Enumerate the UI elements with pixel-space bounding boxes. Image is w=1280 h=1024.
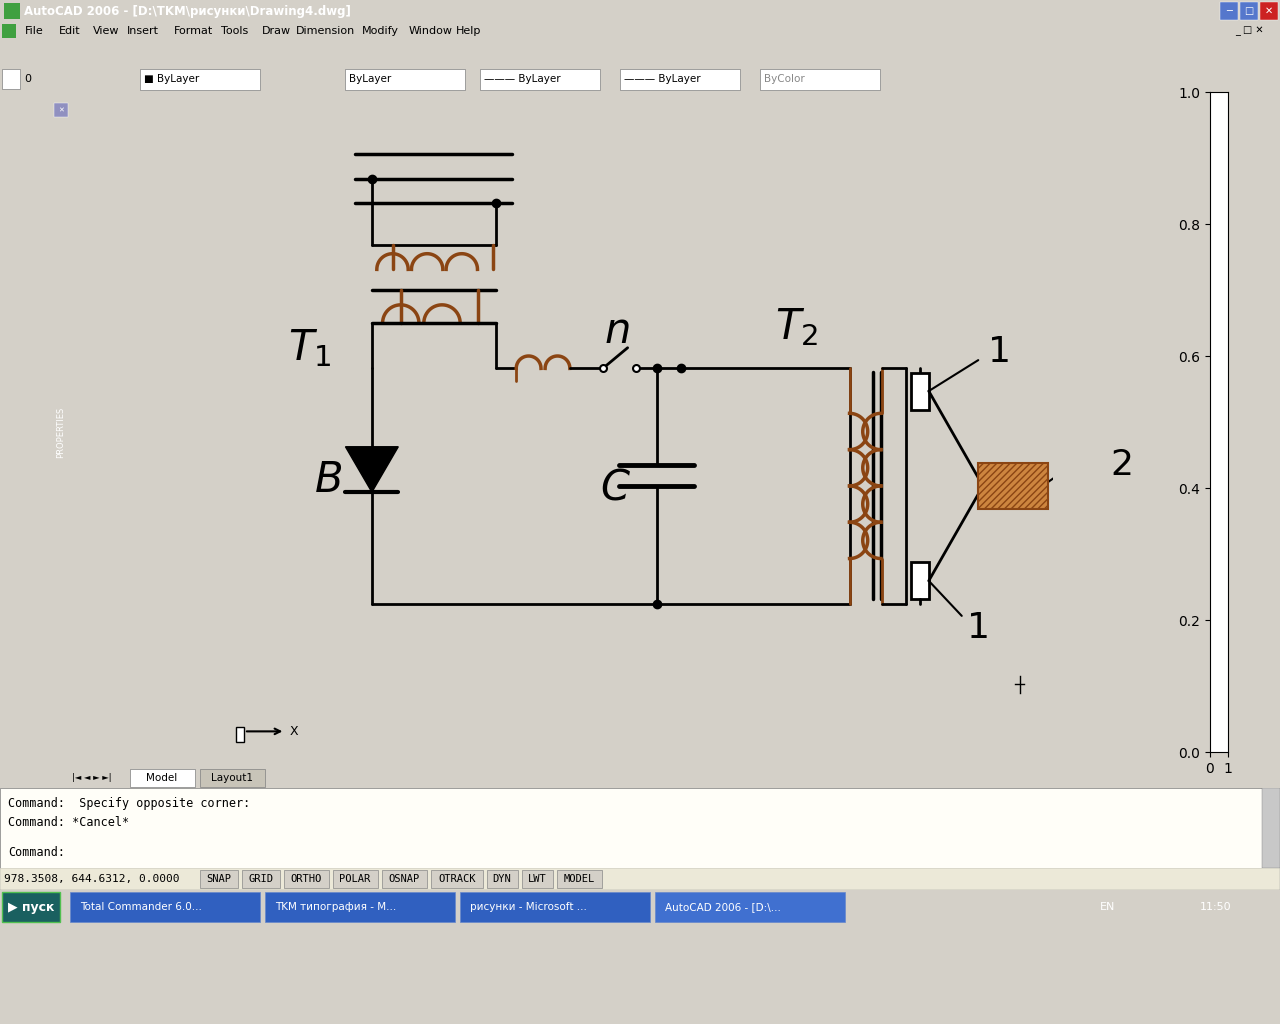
Text: ByLayer: ByLayer: [349, 74, 392, 84]
Text: Insert: Insert: [127, 26, 159, 36]
Text: ——— ByLayer: ——— ByLayer: [484, 74, 561, 84]
Text: Help: Help: [456, 26, 481, 36]
Text: SNAP: SNAP: [206, 874, 232, 884]
Bar: [200, 870, 238, 888]
Bar: [4, 3, 20, 19]
Text: ORTHO: ORTHO: [291, 874, 321, 884]
Text: Edit: Edit: [59, 26, 81, 36]
Bar: [3, 892, 60, 922]
Bar: [1220, 2, 1238, 20]
Bar: [1212, 103, 1226, 117]
Bar: [978, 463, 1048, 509]
Text: DYN: DYN: [493, 874, 512, 884]
Text: EN: EN: [1100, 902, 1115, 912]
Text: LWT: LWT: [527, 874, 547, 884]
Bar: [131, 769, 195, 787]
Text: OSNAP: OSNAP: [388, 874, 420, 884]
Text: ─: ─: [1226, 6, 1231, 16]
Text: MODEL: MODEL: [563, 874, 595, 884]
Text: POLAR: POLAR: [339, 874, 371, 884]
Text: Command:: Command:: [8, 847, 65, 859]
Text: $\mathit{2}$: $\mathit{2}$: [1110, 449, 1132, 482]
Bar: [70, 892, 260, 922]
Text: Command: *Cancel*: Command: *Cancel*: [8, 816, 129, 829]
Text: ✕: ✕: [1265, 6, 1274, 16]
Text: Dimension: Dimension: [296, 26, 355, 36]
Text: OTRACK: OTRACK: [438, 874, 476, 884]
Text: 11:50: 11:50: [1201, 902, 1231, 912]
Text: рисунки - Microsoft ...: рисунки - Microsoft ...: [470, 902, 586, 912]
Bar: [54, 103, 68, 117]
Text: _ □ ✕: _ □ ✕: [1235, 26, 1263, 36]
Text: $\mathit{1}$: $\mathit{1}$: [966, 611, 987, 645]
Bar: [620, 69, 740, 90]
Text: AutoCAD 2006 - [D:\...: AutoCAD 2006 - [D:\...: [666, 902, 781, 912]
Bar: [486, 870, 518, 888]
Text: □: □: [1244, 6, 1253, 16]
Text: Layout1: Layout1: [211, 773, 253, 783]
Bar: [910, 373, 929, 410]
Text: File: File: [26, 26, 44, 36]
Bar: [1262, 788, 1280, 868]
Text: Window: Window: [410, 26, 453, 36]
Text: ■ ByLayer: ■ ByLayer: [143, 74, 200, 84]
Bar: [333, 870, 378, 888]
Text: Tools: Tools: [221, 26, 248, 36]
Bar: [381, 870, 428, 888]
Bar: [284, 870, 329, 888]
Text: ▶ пуск: ▶ пуск: [8, 900, 54, 913]
Text: ✕: ✕: [58, 106, 64, 113]
Text: $\mathit{1}$: $\mathit{1}$: [987, 335, 1009, 369]
Text: DESIGNCENTER: DESIGNCENTER: [1215, 399, 1224, 465]
Text: Format: Format: [174, 26, 214, 36]
Bar: [460, 892, 650, 922]
Bar: [140, 69, 260, 90]
Polygon shape: [346, 446, 398, 493]
Bar: [200, 769, 265, 787]
Text: PROPERTIES: PROPERTIES: [56, 407, 65, 458]
Text: TKM типография - M...: TKM типография - M...: [275, 902, 397, 912]
Text: ✕: ✕: [1216, 106, 1222, 113]
Text: AutoCAD 2006 - [D:\TKM\рисунки\Drawing4.dwg]: AutoCAD 2006 - [D:\TKM\рисунки\Drawing4.…: [24, 4, 351, 17]
Text: ByColor: ByColor: [764, 74, 805, 84]
Text: X: X: [289, 725, 298, 738]
Bar: [522, 870, 553, 888]
Bar: [1260, 2, 1277, 20]
Text: $\mathit{T}_1$: $\mathit{T}_1$: [288, 327, 332, 369]
Bar: [557, 870, 602, 888]
Text: $\mathit{B}$: $\mathit{B}$: [314, 459, 342, 501]
Text: 978.3508, 644.6312, 0.0000: 978.3508, 644.6312, 0.0000: [4, 874, 179, 884]
Bar: [242, 870, 280, 888]
Text: Command:  Specify opposite corner:: Command: Specify opposite corner:: [8, 797, 251, 810]
Text: $\mathit{C}$: $\mathit{C}$: [600, 467, 631, 509]
Bar: [431, 870, 483, 888]
Bar: [480, 69, 600, 90]
Text: $\mathit{n}$: $\mathit{n}$: [604, 310, 630, 352]
Bar: [3, 24, 15, 38]
Bar: [3, 69, 20, 89]
Text: Modify: Modify: [362, 26, 399, 36]
Text: Model: Model: [146, 773, 178, 783]
Bar: [236, 727, 244, 742]
Bar: [910, 562, 929, 599]
Bar: [346, 69, 465, 90]
Text: Draw: Draw: [261, 26, 291, 36]
Text: View: View: [93, 26, 119, 36]
Text: 0: 0: [24, 74, 31, 84]
Bar: [655, 892, 845, 922]
Text: Total Commander 6.0...: Total Commander 6.0...: [79, 902, 202, 912]
Bar: [1240, 2, 1258, 20]
Bar: [760, 69, 881, 90]
Text: ——— ByLayer: ——— ByLayer: [625, 74, 700, 84]
Bar: [265, 892, 454, 922]
Text: GRID: GRID: [248, 874, 274, 884]
Text: $\mathit{T}_2$: $\mathit{T}_2$: [776, 306, 818, 348]
Text: |◄ ◄ ► ►|: |◄ ◄ ► ►|: [72, 773, 111, 782]
